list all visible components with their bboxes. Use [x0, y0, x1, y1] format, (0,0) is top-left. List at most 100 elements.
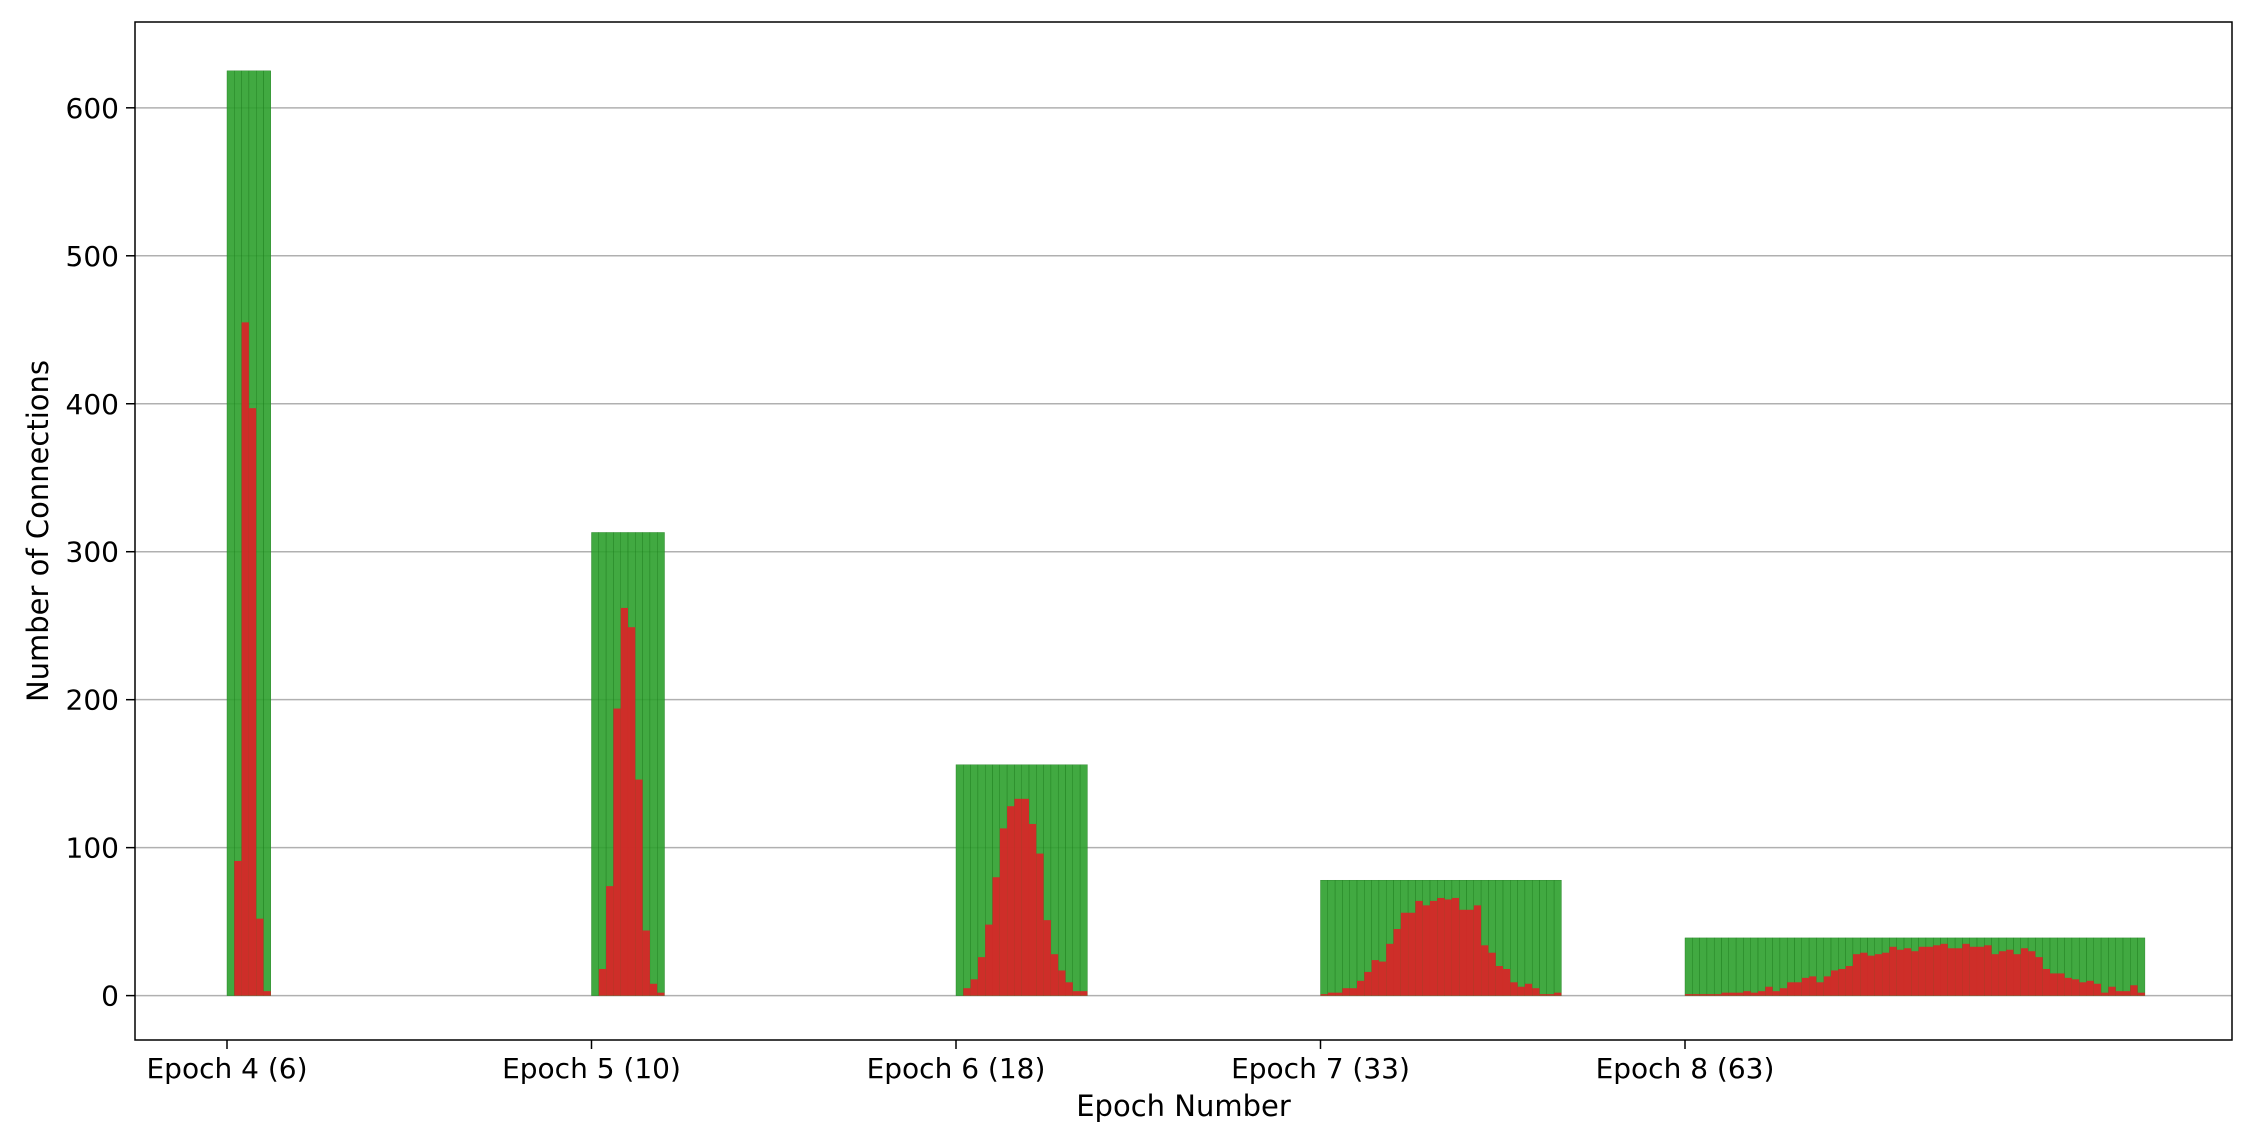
active-bar [1787, 982, 1795, 996]
active-bar [1685, 994, 1693, 996]
total-bar [1342, 879, 1350, 996]
y-axis-label: Number of Connections [21, 360, 55, 702]
total-bar [1713, 937, 1722, 996]
active-bar [1852, 954, 1861, 996]
active-bar [256, 918, 264, 996]
active-bar [1459, 909, 1467, 996]
active-bar [1911, 951, 1919, 996]
active-bar [1860, 952, 1868, 996]
active-bar [970, 979, 978, 996]
active-bar [1736, 992, 1744, 996]
total-bar [256, 70, 264, 996]
active-bar [1918, 946, 1926, 996]
active-bar [1408, 912, 1416, 996]
grid [135, 107, 2232, 997]
active-bar [977, 957, 986, 996]
x-tick-label: Epoch 7 (33) [1231, 1052, 1410, 1085]
active-bar [2071, 979, 2080, 996]
active-bar [1801, 977, 1810, 996]
active-bar [2028, 951, 2036, 996]
x-tick-label: Epoch 4 (6) [146, 1052, 307, 1085]
active-bar [2079, 982, 2087, 996]
active-bar [1969, 946, 1977, 996]
active-bar [2123, 991, 2131, 996]
active-bar [1896, 949, 1904, 996]
total-bar [598, 532, 607, 996]
active-bar [2137, 992, 2145, 996]
active-bar [1699, 994, 1707, 996]
active-bar [1838, 968, 1846, 996]
y-tick-label: 100 [66, 832, 119, 865]
x-tick-label: Epoch 5 (10) [502, 1052, 681, 1085]
total-bar [1517, 879, 1526, 996]
active-bar [1984, 945, 1992, 996]
plot-frame [134, 21, 2233, 1041]
active-bar [1706, 994, 1715, 996]
active-bar [985, 924, 993, 996]
active-bar [1342, 988, 1350, 996]
epoch-group [591, 532, 665, 996]
total-bar [1356, 879, 1365, 996]
total-bar [963, 764, 971, 996]
active-bar [1364, 971, 1372, 996]
active-bar [642, 930, 650, 996]
active-bar [1532, 988, 1540, 996]
active-bar [1809, 976, 1817, 996]
y-tick-label: 0 [101, 980, 119, 1013]
active-bar [999, 828, 1008, 996]
active-bar [598, 968, 607, 996]
active-bar [963, 988, 971, 996]
total-bar [1757, 937, 1766, 996]
active-bar [2013, 954, 2021, 996]
active-bar [1437, 897, 1445, 996]
active-bar [1481, 945, 1489, 996]
active-bar [1546, 994, 1555, 996]
total-bar [2115, 937, 2124, 996]
active-bar [1794, 982, 1802, 996]
active-bar [1743, 991, 1751, 996]
active-bar [2035, 957, 2043, 996]
active-bar [635, 779, 643, 996]
active-bar [1823, 976, 1831, 996]
total-bar [1065, 764, 1074, 996]
total-bar [1539, 879, 1548, 996]
active-bar [1816, 982, 1824, 996]
epoch-group [955, 764, 1088, 996]
total-bar [970, 764, 979, 996]
active-bar [1371, 960, 1379, 996]
active-bar [1517, 986, 1525, 996]
total-bar [263, 70, 272, 996]
total-bar [1057, 764, 1066, 996]
active-bar [1335, 992, 1343, 996]
x-tick-label: Epoch 8 (63) [1596, 1052, 1775, 1085]
total-bar [234, 70, 242, 996]
active-bar [1933, 945, 1941, 996]
active-bar [613, 708, 621, 996]
total-bar [1779, 937, 1788, 996]
total-bar [2100, 937, 2109, 996]
active-bar [1036, 853, 1044, 996]
y-tick-label: 600 [66, 92, 119, 125]
epoch-group [1684, 937, 2146, 996]
active-bar [657, 992, 665, 996]
active-bar [1058, 970, 1066, 996]
total-bar [1327, 879, 1336, 996]
active-bar [1962, 943, 1970, 996]
total-bar [657, 532, 665, 996]
active-bar [263, 991, 271, 996]
epoch-group [1320, 879, 1562, 996]
total-bar [2137, 937, 2146, 996]
active-bar [1007, 806, 1015, 996]
active-bar [2006, 949, 2014, 996]
active-bar [1488, 952, 1496, 996]
active-bar [1728, 992, 1737, 996]
active-bar [2108, 986, 2116, 996]
active-bar [1072, 991, 1081, 996]
active-bar [1692, 994, 1700, 996]
active-bar [1940, 943, 1948, 996]
active-bar [1400, 912, 1409, 996]
total-bar [955, 764, 964, 996]
total-bar [1524, 879, 1533, 996]
